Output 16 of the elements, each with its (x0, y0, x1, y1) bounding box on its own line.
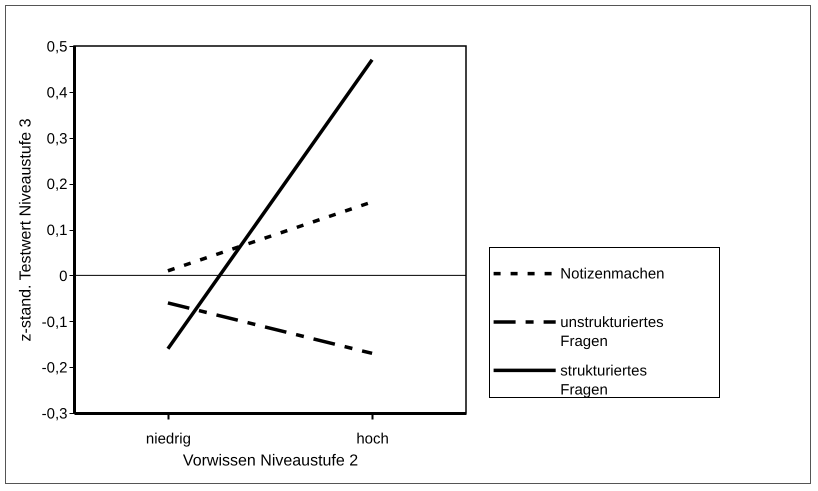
y-tick-label: 0 (59, 268, 68, 285)
y-tick-label: 0,2 (46, 176, 68, 194)
y-tick-label: -0,2 (42, 360, 68, 377)
y-axis-title: z-stand. Testwert Niveaustufe 3 (18, 118, 35, 342)
x-axis-title: Vorwissen Niveaustufe 2 (182, 452, 358, 470)
y-tick-label: 0,3 (46, 130, 68, 148)
y-tick-label: 0,4 (46, 84, 68, 102)
y-tick-label: 0,5 (46, 38, 68, 56)
x-tick-label: hoch (356, 430, 389, 448)
x-tick-label: niedrig (146, 430, 191, 448)
y-tick-label: -0,3 (42, 406, 68, 422)
y-tick-label: -0,1 (42, 314, 68, 331)
legend-label: Notizenmachen (560, 266, 665, 283)
legend-label: strukturiertes Fragen (560, 362, 648, 398)
legend-label: unstrukturiertes Fragen (560, 314, 664, 350)
y-tick-label: 0,1 (46, 222, 68, 239)
